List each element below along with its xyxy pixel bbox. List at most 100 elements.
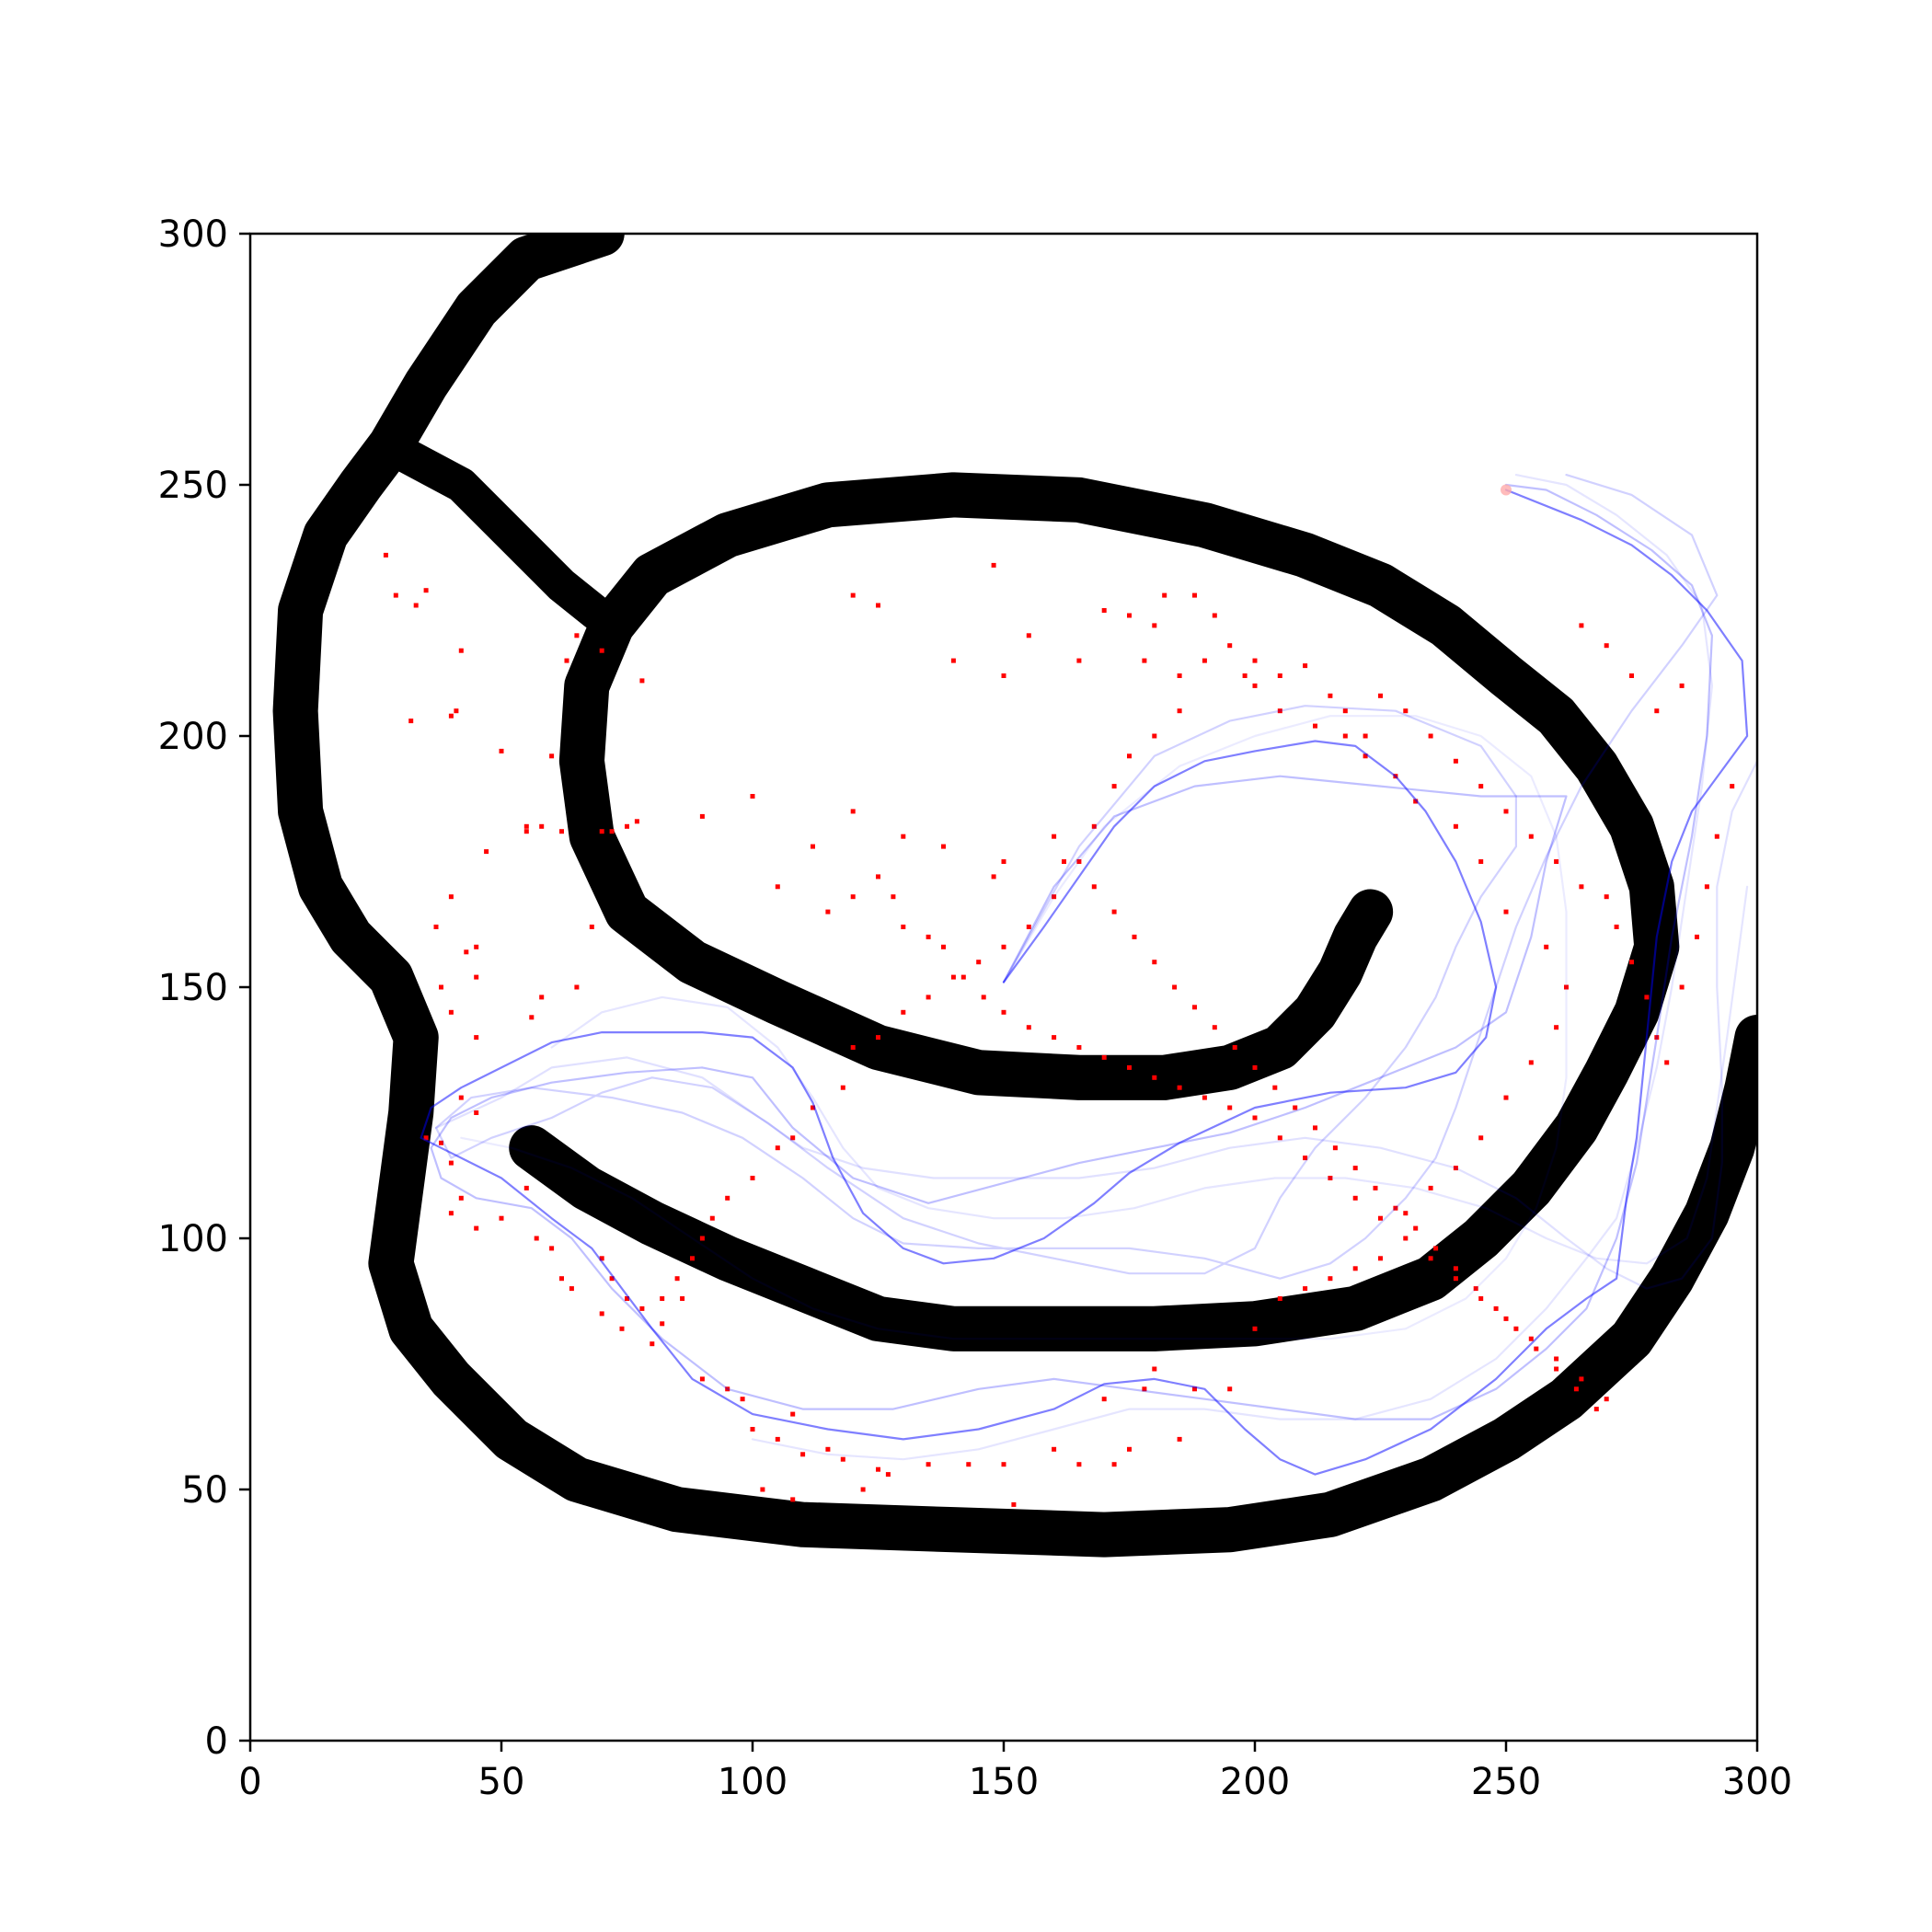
sample-point	[523, 829, 529, 834]
y-tick-label: 250	[158, 465, 228, 507]
sample-point	[1152, 623, 1157, 628]
sample-point	[790, 1411, 796, 1417]
sample-point	[1232, 1045, 1237, 1050]
sample-point	[1192, 1386, 1197, 1392]
sample-point	[1528, 834, 1534, 839]
sample-point	[775, 884, 780, 890]
sample-point	[458, 1195, 464, 1201]
sample-point	[1152, 1075, 1157, 1080]
sample-point	[1277, 708, 1282, 714]
sample-point	[1001, 944, 1006, 949]
sample-point	[1614, 925, 1619, 929]
sample-point	[448, 1211, 454, 1216]
sample-point	[639, 678, 645, 684]
sample-point	[1001, 1462, 1006, 1467]
sample-point	[825, 909, 831, 914]
sample-point	[1393, 1205, 1398, 1211]
sample-point	[1695, 934, 1699, 939]
path-series-4	[550, 885, 1749, 1265]
sample-point	[1132, 934, 1137, 939]
sample-point	[1573, 1386, 1579, 1392]
sample-point	[690, 1256, 695, 1261]
y-tick-label: 50	[181, 1469, 228, 1512]
sample-point	[1554, 1356, 1559, 1362]
sample-point	[1076, 658, 1082, 663]
sample-point	[599, 1311, 604, 1317]
sample-point	[574, 984, 580, 990]
sample-point	[1277, 1296, 1282, 1301]
sample-point	[1252, 658, 1258, 663]
sample-point	[1378, 693, 1383, 698]
sample-point	[1373, 1185, 1378, 1190]
sample-point	[876, 1035, 880, 1041]
sample-point	[534, 1236, 539, 1241]
sample-point	[1062, 859, 1066, 864]
path-series-5	[751, 473, 1714, 1461]
sample-point	[850, 894, 856, 900]
sample-point	[840, 1085, 845, 1090]
sample-point	[1277, 1135, 1282, 1141]
sample-point	[1328, 1176, 1333, 1180]
sample-point	[1177, 673, 1182, 678]
sample-point	[484, 849, 489, 855]
sample-point	[901, 925, 906, 929]
sample-point	[901, 1009, 906, 1015]
sample-point	[423, 1135, 429, 1141]
sample-point	[650, 1341, 655, 1347]
y-tick-label: 300	[158, 213, 228, 256]
sample-point	[1328, 693, 1333, 698]
sample-point	[1513, 1326, 1519, 1331]
sample-point	[760, 1487, 765, 1492]
sample-point	[523, 823, 529, 829]
x-tick-label: 150	[969, 1761, 1039, 1803]
start-marker-layer	[1501, 484, 1512, 496]
sample-point	[474, 1110, 479, 1115]
sample-point	[1503, 809, 1509, 814]
sample-point	[680, 1296, 685, 1301]
sample-point	[1453, 1266, 1458, 1271]
sample-point	[1730, 784, 1735, 789]
sample-point	[1192, 1005, 1197, 1010]
sample-point	[1252, 1115, 1258, 1121]
sample-point	[960, 974, 966, 980]
sample-point	[1303, 663, 1308, 669]
sample-point	[660, 1321, 665, 1327]
sample-point	[393, 592, 398, 598]
sample-point	[699, 1236, 705, 1241]
sample-point	[926, 934, 931, 939]
sample-point	[1142, 658, 1147, 663]
sample-point	[1152, 733, 1157, 739]
sample-point	[860, 1487, 866, 1492]
sample-point	[1528, 1336, 1534, 1341]
x-tick-label: 100	[718, 1761, 788, 1803]
sample-point	[891, 894, 896, 900]
sample-point	[1478, 784, 1484, 789]
y-tick-label: 100	[158, 1218, 228, 1260]
path-series-3	[434, 760, 1757, 1290]
sample-point	[699, 1376, 705, 1382]
sample-point	[976, 960, 982, 965]
sample-point	[876, 603, 880, 608]
sample-point	[523, 1185, 529, 1190]
sample-point	[634, 819, 639, 824]
sample-point	[1664, 1060, 1670, 1065]
axis-ticks: 0 50 100 150 200 250 300 0 50 100 150 200 250 300	[158, 213, 1793, 1803]
sample-point	[474, 944, 479, 949]
sample-point	[1579, 884, 1584, 890]
sample-point	[1313, 723, 1317, 729]
sample-point	[423, 588, 429, 593]
sample-point	[699, 813, 705, 819]
sample-point	[941, 944, 946, 949]
sample-point	[1172, 984, 1178, 990]
sample-point	[1052, 894, 1057, 900]
sample-point	[1554, 1025, 1559, 1030]
sample-point	[1001, 859, 1006, 864]
sample-point	[599, 648, 604, 653]
sample-point	[725, 1386, 730, 1392]
sample-point	[1272, 1085, 1278, 1090]
sample-point	[740, 1397, 745, 1402]
sample-point	[1629, 673, 1634, 678]
sample-point	[1091, 823, 1097, 829]
sample-point	[1704, 884, 1709, 890]
